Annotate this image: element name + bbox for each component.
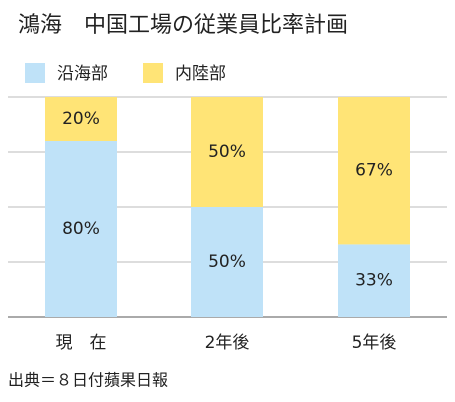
- bar-segment: [191, 207, 263, 317]
- bar-segment: [191, 97, 263, 207]
- x-tick-label: 現 在: [56, 333, 107, 353]
- legend-label: 内陸部: [175, 64, 226, 84]
- data-label: 67%: [355, 161, 393, 181]
- bar-segment: [338, 97, 410, 245]
- x-tick-label: 5年後: [352, 333, 397, 353]
- bar-segment: [338, 244, 410, 317]
- chart-title: 鴻海 中国工場の従業員比率計画: [18, 13, 348, 38]
- data-label: 20%: [62, 109, 100, 129]
- legend-label: 沿海部: [57, 64, 108, 84]
- legend-swatch: [143, 63, 163, 83]
- source-note: 出典＝８日付蘋果日報: [8, 371, 168, 390]
- x-tick-label: 2年後: [205, 333, 250, 353]
- bar-segment: [45, 97, 117, 141]
- data-label: 50%: [208, 142, 246, 162]
- bar-segment: [45, 141, 117, 317]
- legend-swatch: [25, 63, 45, 83]
- data-label: 80%: [62, 219, 100, 239]
- data-label: 50%: [208, 252, 246, 272]
- data-label: 33%: [355, 271, 393, 291]
